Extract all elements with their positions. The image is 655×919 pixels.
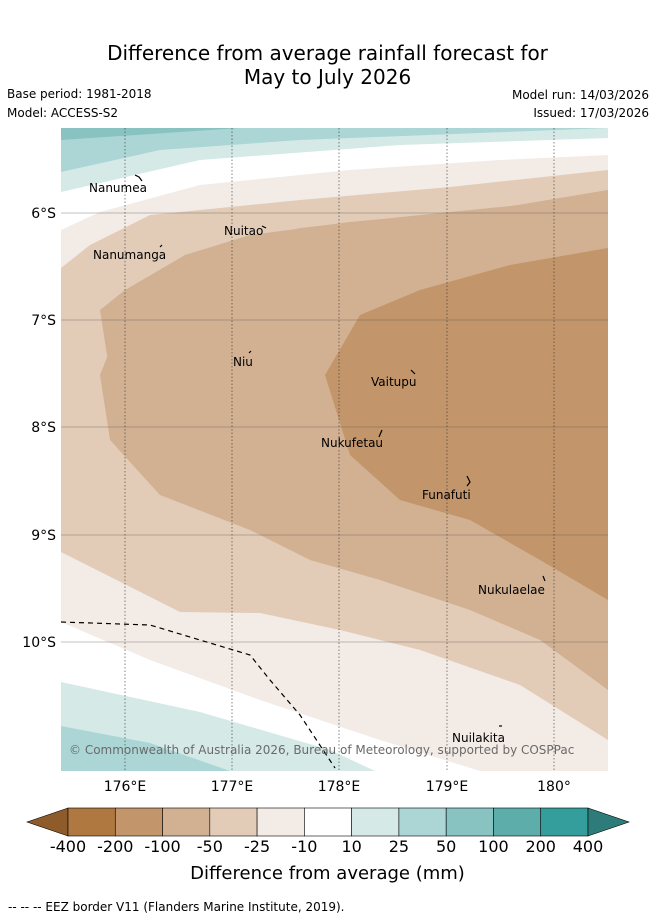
colorbar-tick-label: -10 — [291, 837, 318, 856]
place-label-niu: Niu — [233, 355, 253, 369]
eez-legend-note: -- -- -- EEZ border V11 (Flanders Marine… — [8, 900, 345, 914]
colorbar-title: Difference from average (mm) — [190, 863, 465, 884]
place-label-nuitao: Nuitao — [224, 224, 263, 238]
model-text: Model: ACCESS-S2 — [7, 106, 119, 120]
place-label-nukufetau: Nukufetau — [321, 436, 383, 450]
island-funafuti-shape — [466, 475, 471, 487]
copyright-text: © Commonwealth of Australia 2026, Bureau… — [69, 743, 574, 757]
island-nukulaelae-shape — [542, 575, 546, 582]
place-label-nanumanga: Nanumanga — [93, 248, 166, 262]
base-period-text: Base period: 1981-2018 — [7, 87, 152, 101]
place-label-nukulaelae: Nukulaelae — [478, 583, 545, 597]
contour-band-neg100-neg200 — [325, 248, 608, 600]
gridlines — [61, 128, 608, 771]
issued-text: Issued: 17/03/2026 — [533, 106, 649, 120]
lon-label-180: 180° — [537, 779, 571, 795]
colorbar-tick-label: 50 — [435, 837, 457, 856]
lat-label-9: 9°S — [31, 528, 56, 544]
colorbar-cell — [162, 807, 211, 837]
lat-label-6: 6°S — [31, 206, 56, 222]
contour-layers — [61, 128, 608, 771]
colorbar-cell — [256, 807, 305, 837]
colorbar — [26, 807, 630, 837]
colorbar-cell — [114, 807, 163, 837]
colorbar-extend-high — [587, 807, 630, 837]
chart-title-line2: May to July 2026 — [243, 65, 412, 89]
colorbar-cells — [67, 807, 589, 837]
colorbar-tick-label: 400 — [572, 837, 604, 856]
colorbar-extend-low — [26, 807, 69, 837]
colorbar-cell — [540, 807, 589, 837]
lon-label-178: 178°E — [318, 779, 361, 795]
lat-label-7: 7°S — [31, 313, 56, 329]
island-nanumanga-shape — [159, 244, 163, 248]
island-niu-shape — [248, 350, 252, 354]
contour-band-50-100-top — [61, 128, 240, 140]
place-label-funafuti: Funafuti — [422, 488, 471, 502]
eez-border — [60, 621, 336, 769]
colorbar-tick-label: -50 — [196, 837, 223, 856]
island-nanumea-shape — [134, 174, 143, 182]
contour-band-25-50-top — [61, 128, 608, 172]
colorbar-cell — [67, 807, 116, 837]
colorbar-cell — [445, 807, 494, 837]
island-nukufetau-shape — [378, 429, 383, 438]
colorbar-tick-label: -25 — [244, 837, 271, 856]
colorbar-tick-label: -100 — [144, 837, 181, 856]
model-run-text: Model run: 14/03/2026 — [511, 88, 649, 102]
lat-label-8: 8°S — [31, 420, 56, 436]
colorbar-tick-label: 10 — [341, 837, 362, 856]
colorbar-cell — [351, 807, 400, 837]
lon-label-179: 179°E — [426, 779, 469, 795]
island-nuitao-shape — [261, 225, 267, 229]
colorbar-tick-label: 25 — [388, 837, 410, 856]
colorbar-cell — [398, 807, 447, 837]
chart-title-line1: Difference from average rainfall forecas… — [107, 41, 548, 65]
colorbar-cell — [304, 807, 352, 837]
colorbar-tick-label: -400 — [49, 837, 87, 856]
lon-label-177: 177°E — [211, 779, 254, 795]
colorbar-cell — [209, 807, 258, 837]
place-label-vaitupu: Vaitupu — [371, 375, 417, 389]
colorbar-tick-label: 200 — [525, 837, 556, 856]
contour-band-25-50-bottom — [61, 726, 230, 771]
island-marks — [134, 174, 546, 727]
lat-label-10: 10°S — [22, 635, 56, 651]
island-vaitupu-shape — [410, 369, 416, 375]
place-label-nuilakita: Nuilakita — [452, 731, 505, 745]
lon-label-176: 176°E — [104, 779, 147, 795]
colorbar-cell — [493, 807, 542, 837]
colorbar-tick-label: -200 — [97, 837, 134, 856]
colorbar-tick-label: 100 — [478, 837, 509, 856]
place-label-nanumea: Nanumea — [89, 181, 147, 195]
